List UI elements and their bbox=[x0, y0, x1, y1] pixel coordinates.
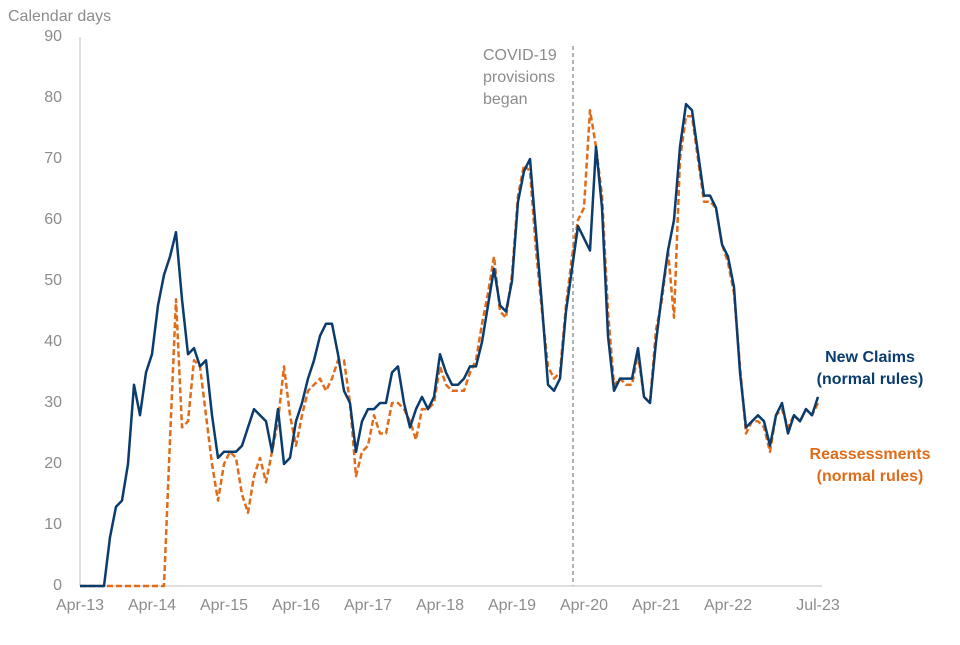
y-tick-label: 80 bbox=[44, 89, 62, 106]
y-tick-label: 70 bbox=[44, 150, 62, 167]
series-label: New Claims (normal rules) bbox=[816, 349, 924, 388]
x-tick-label: Apr-16 bbox=[272, 597, 320, 614]
x-tick-label: Jul-23 bbox=[796, 597, 840, 614]
y-tick-label: 30 bbox=[44, 394, 62, 411]
x-tick-label: Apr-17 bbox=[344, 597, 392, 614]
y-tick-label: 10 bbox=[44, 516, 62, 533]
x-tick-label: Apr-18 bbox=[416, 597, 464, 614]
series-line bbox=[80, 102, 820, 588]
x-tick-label: Apr-19 bbox=[488, 597, 536, 614]
y-axis-title: Calendar days bbox=[8, 8, 111, 25]
y-tick-label: 40 bbox=[44, 333, 62, 350]
x-tick-label: Apr-15 bbox=[200, 597, 248, 614]
y-tick-label: 20 bbox=[44, 455, 62, 472]
series-line bbox=[80, 108, 820, 588]
x-tick-label: Apr-22 bbox=[704, 597, 752, 614]
y-tick-label: 50 bbox=[44, 272, 62, 289]
x-tick-label: Apr-21 bbox=[632, 597, 680, 614]
annotation: COVID-19 provisions began bbox=[483, 47, 557, 108]
series-label: Reassessments (normal rules) bbox=[809, 446, 931, 485]
x-tick-label: Apr-13 bbox=[56, 597, 104, 614]
x-tick-label: Apr-20 bbox=[560, 597, 608, 614]
y-tick-label: 90 bbox=[44, 28, 62, 45]
x-tick-label: Apr-14 bbox=[128, 597, 176, 614]
y-tick-label: 60 bbox=[44, 211, 62, 228]
y-tick-label: 0 bbox=[53, 577, 62, 594]
